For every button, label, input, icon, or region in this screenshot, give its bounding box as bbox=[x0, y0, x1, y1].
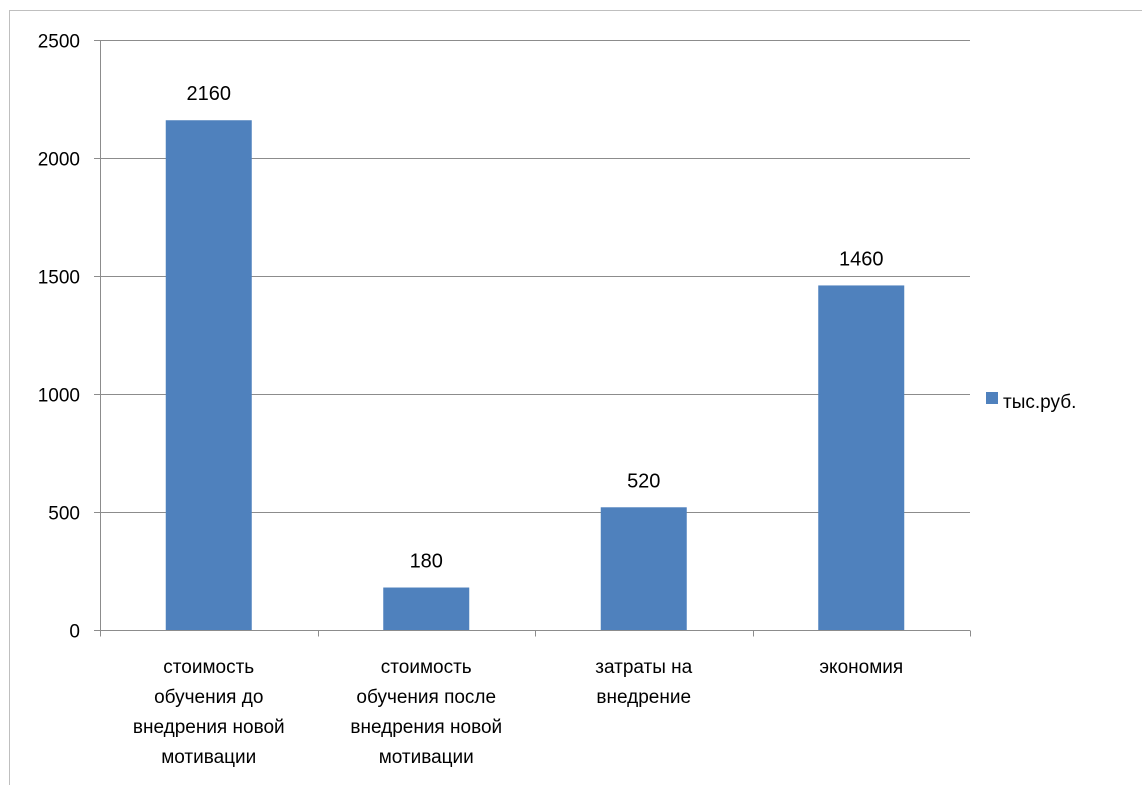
data-label: 180 bbox=[410, 551, 443, 573]
legend: тыс.руб. bbox=[986, 392, 1076, 413]
data-label: 1460 bbox=[839, 248, 884, 270]
x-category-label: стоимость обучения до внедрения новой мотив… bbox=[133, 657, 285, 768]
y-tick-label: 0 bbox=[69, 622, 80, 643]
legend-label: тыс.руб. bbox=[1003, 392, 1076, 413]
y-tick-label: 1500 bbox=[38, 268, 80, 289]
bars bbox=[165, 120, 905, 631]
bar bbox=[818, 285, 905, 630]
y-tick-label: 2500 bbox=[38, 32, 80, 53]
data-label: 520 bbox=[627, 470, 660, 492]
axes bbox=[94, 40, 971, 637]
legend-swatch bbox=[986, 392, 998, 404]
bar bbox=[600, 507, 687, 630]
bar bbox=[383, 587, 470, 630]
x-category-label: затраты на внедрение bbox=[595, 657, 692, 708]
y-tick-label: 2000 bbox=[38, 150, 80, 171]
y-tick-label: 500 bbox=[48, 504, 80, 525]
labels: 0 500 1000 1500 2000 2500 2160 стоимость обучени… bbox=[38, 32, 903, 769]
y-tick-label: 1000 bbox=[38, 386, 80, 407]
x-category-label: стоимость обучения после внедрения новой мо… bbox=[350, 657, 502, 768]
bar bbox=[165, 120, 252, 631]
x-category-label: экономия bbox=[819, 657, 903, 678]
data-label: 2160 bbox=[187, 83, 232, 105]
